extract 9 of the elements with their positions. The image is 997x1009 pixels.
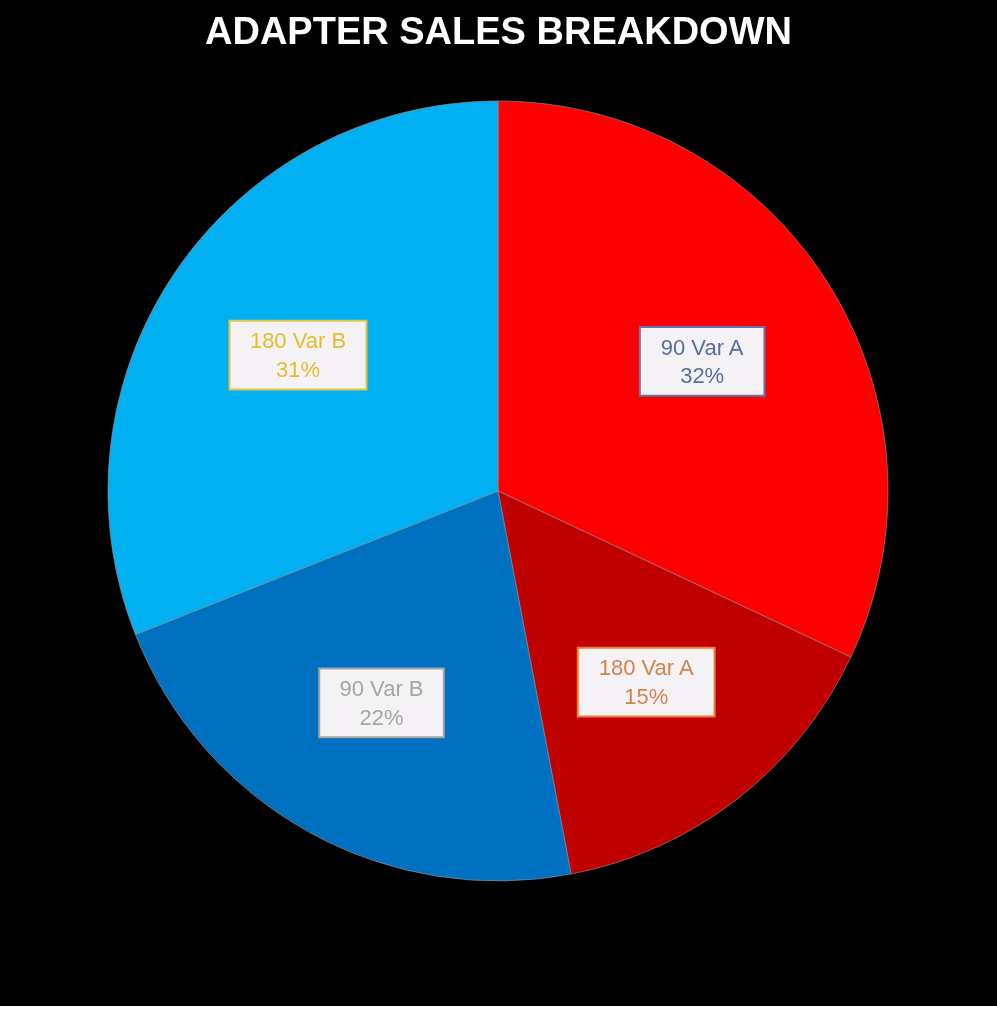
data-label: 22%: [359, 704, 404, 730]
data-label: 32%: [680, 363, 725, 389]
slice-label: 90 Var A: [660, 334, 744, 360]
slice-label: 90 Var B: [339, 676, 424, 702]
chart-title: ADAPTER SALES BREAKDOWN: [205, 10, 792, 52]
data-label: 15%: [624, 684, 669, 710]
data-label: 31%: [275, 357, 321, 383]
slice-label: 180 Var B: [249, 328, 347, 354]
slice-label: 180 Var A: [598, 655, 695, 681]
